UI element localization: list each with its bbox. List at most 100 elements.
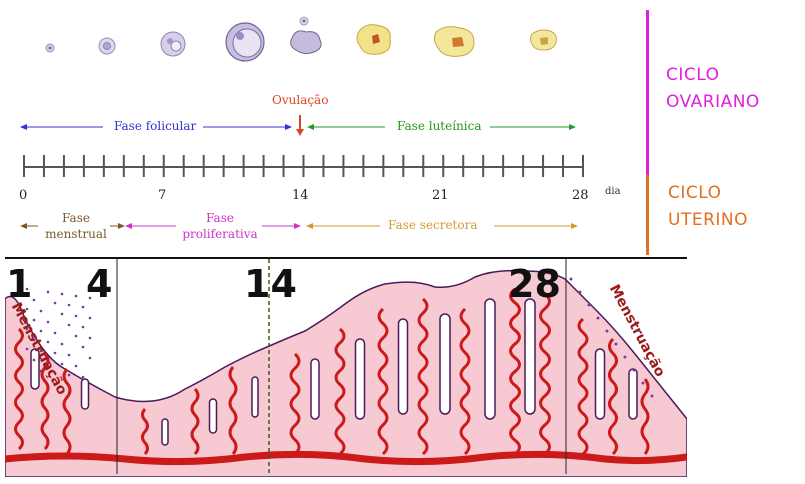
endometrium-day-4: 4 bbox=[86, 262, 113, 306]
ovarian-phase-arrows bbox=[20, 115, 576, 136]
debris-dot bbox=[32, 318, 36, 322]
debris-dot bbox=[74, 364, 78, 368]
day-unit-label: dia bbox=[605, 186, 621, 197]
secretory-phase-arrow bbox=[306, 223, 578, 229]
debris-dot bbox=[587, 303, 591, 307]
spiral-artery bbox=[40, 353, 50, 450]
debris-dot bbox=[60, 362, 64, 366]
menstrual-phase-label: Fase menstrual bbox=[40, 210, 112, 242]
spiral-artery bbox=[62, 368, 72, 455]
luteal-phase-label: Fase luteínica bbox=[397, 119, 482, 133]
debris-dot bbox=[67, 323, 71, 327]
ovarian-cycle-label-line2: OVARIANO bbox=[666, 92, 760, 112]
debris-dot bbox=[67, 373, 71, 377]
debris-dot bbox=[74, 294, 78, 298]
spiral-artery bbox=[377, 307, 389, 456]
debris-dot bbox=[60, 342, 64, 346]
spiral-artery bbox=[459, 307, 471, 456]
debris-dot bbox=[53, 301, 57, 305]
menstrual-phase-label-line1: Fase bbox=[62, 211, 90, 225]
debris-dot bbox=[46, 340, 50, 344]
debris-dot bbox=[74, 314, 78, 318]
day-tick-14: 14 bbox=[292, 188, 309, 203]
debris-dot bbox=[53, 351, 57, 355]
menstrual-phase-arrow bbox=[20, 223, 125, 229]
debris-dot bbox=[614, 342, 618, 346]
primordial-follicle-icon bbox=[45, 43, 55, 53]
uterine-cycle-label: CICLO UTERINO bbox=[668, 180, 748, 234]
debris-dot bbox=[39, 349, 43, 353]
proliferative-phase-arrow bbox=[125, 223, 301, 229]
debris-dot bbox=[67, 353, 71, 357]
uterine-gland bbox=[439, 313, 451, 415]
endometrium-illustration bbox=[5, 259, 687, 477]
debris-dot bbox=[81, 345, 85, 349]
debris-dot bbox=[60, 292, 64, 296]
uterine-gland bbox=[80, 378, 90, 410]
uterine-phase-arrows bbox=[20, 223, 578, 229]
ovulation-label: Ovulação bbox=[272, 93, 329, 107]
debris-dot bbox=[67, 303, 71, 307]
debris-dot bbox=[81, 305, 85, 309]
debris-dot bbox=[596, 316, 600, 320]
uterine-gland bbox=[524, 298, 536, 415]
debris-dot bbox=[39, 369, 43, 373]
debris-dot bbox=[641, 381, 645, 385]
uterine-gland bbox=[161, 418, 169, 446]
debris-dot bbox=[623, 355, 627, 359]
debris-dot bbox=[88, 296, 92, 300]
menstrual-phase-label-line2: menstrual bbox=[45, 227, 107, 241]
menstrual-debris bbox=[25, 277, 654, 398]
uterine-gland bbox=[30, 348, 40, 390]
debris-dot bbox=[74, 334, 78, 338]
debris-dot bbox=[81, 375, 85, 379]
day-tick-0: 0 bbox=[19, 188, 28, 203]
spiral-artery bbox=[509, 287, 521, 456]
ovarian-cycle-label: CICLO OVARIANO bbox=[666, 62, 760, 116]
debris-dot bbox=[53, 331, 57, 335]
debris-dot bbox=[25, 307, 29, 311]
debris-dot bbox=[650, 394, 654, 398]
endometrium-day-1: 1 bbox=[6, 262, 33, 306]
debris-dot bbox=[569, 277, 573, 281]
debris-dot bbox=[25, 327, 29, 331]
uterine-cycle-label-line2: UTERINO bbox=[668, 210, 748, 230]
section-divider bbox=[5, 257, 687, 259]
spiral-artery bbox=[417, 297, 429, 456]
spiral-arteries bbox=[14, 287, 650, 456]
spiral-artery bbox=[289, 352, 301, 456]
debris-dot bbox=[46, 360, 50, 364]
spiral-artery bbox=[228, 366, 238, 455]
debris-dot bbox=[53, 371, 57, 375]
debris-dot bbox=[605, 329, 609, 333]
secondary-follicle-icon bbox=[160, 31, 186, 57]
uterine-gland bbox=[594, 348, 606, 420]
corpus-luteum-early-icon bbox=[356, 24, 391, 55]
debris-dot bbox=[46, 290, 50, 294]
basal-blood-vessel bbox=[5, 450, 687, 466]
spiral-artery bbox=[141, 408, 149, 455]
uterine-cycle-bar bbox=[646, 175, 649, 255]
day-tick-28: 28 bbox=[572, 188, 589, 203]
debris-dot bbox=[578, 290, 582, 294]
spiral-artery bbox=[577, 317, 589, 456]
uterine-gland bbox=[354, 338, 366, 420]
debris-dot bbox=[88, 356, 92, 360]
debris-dot bbox=[39, 329, 43, 333]
day-tick-7: 7 bbox=[158, 188, 167, 203]
debris-dot bbox=[32, 358, 36, 362]
spiral-artery bbox=[14, 327, 24, 451]
uterine-gland bbox=[628, 368, 638, 420]
debris-dot bbox=[25, 287, 29, 291]
uterine-gland bbox=[208, 398, 218, 434]
ovarian-cycle-bar bbox=[646, 10, 649, 175]
debris-dot bbox=[32, 298, 36, 302]
debris-dot bbox=[88, 336, 92, 340]
proliferative-phase-label-line1: Fase bbox=[206, 211, 234, 225]
follicular-phase-label: Fase folicular bbox=[114, 119, 197, 133]
debris-dot bbox=[81, 325, 85, 329]
mature-follicle-icon bbox=[225, 22, 265, 62]
day-tick-21: 21 bbox=[432, 188, 449, 203]
primary-follicle-icon bbox=[98, 37, 116, 55]
debris-dot bbox=[46, 320, 50, 324]
